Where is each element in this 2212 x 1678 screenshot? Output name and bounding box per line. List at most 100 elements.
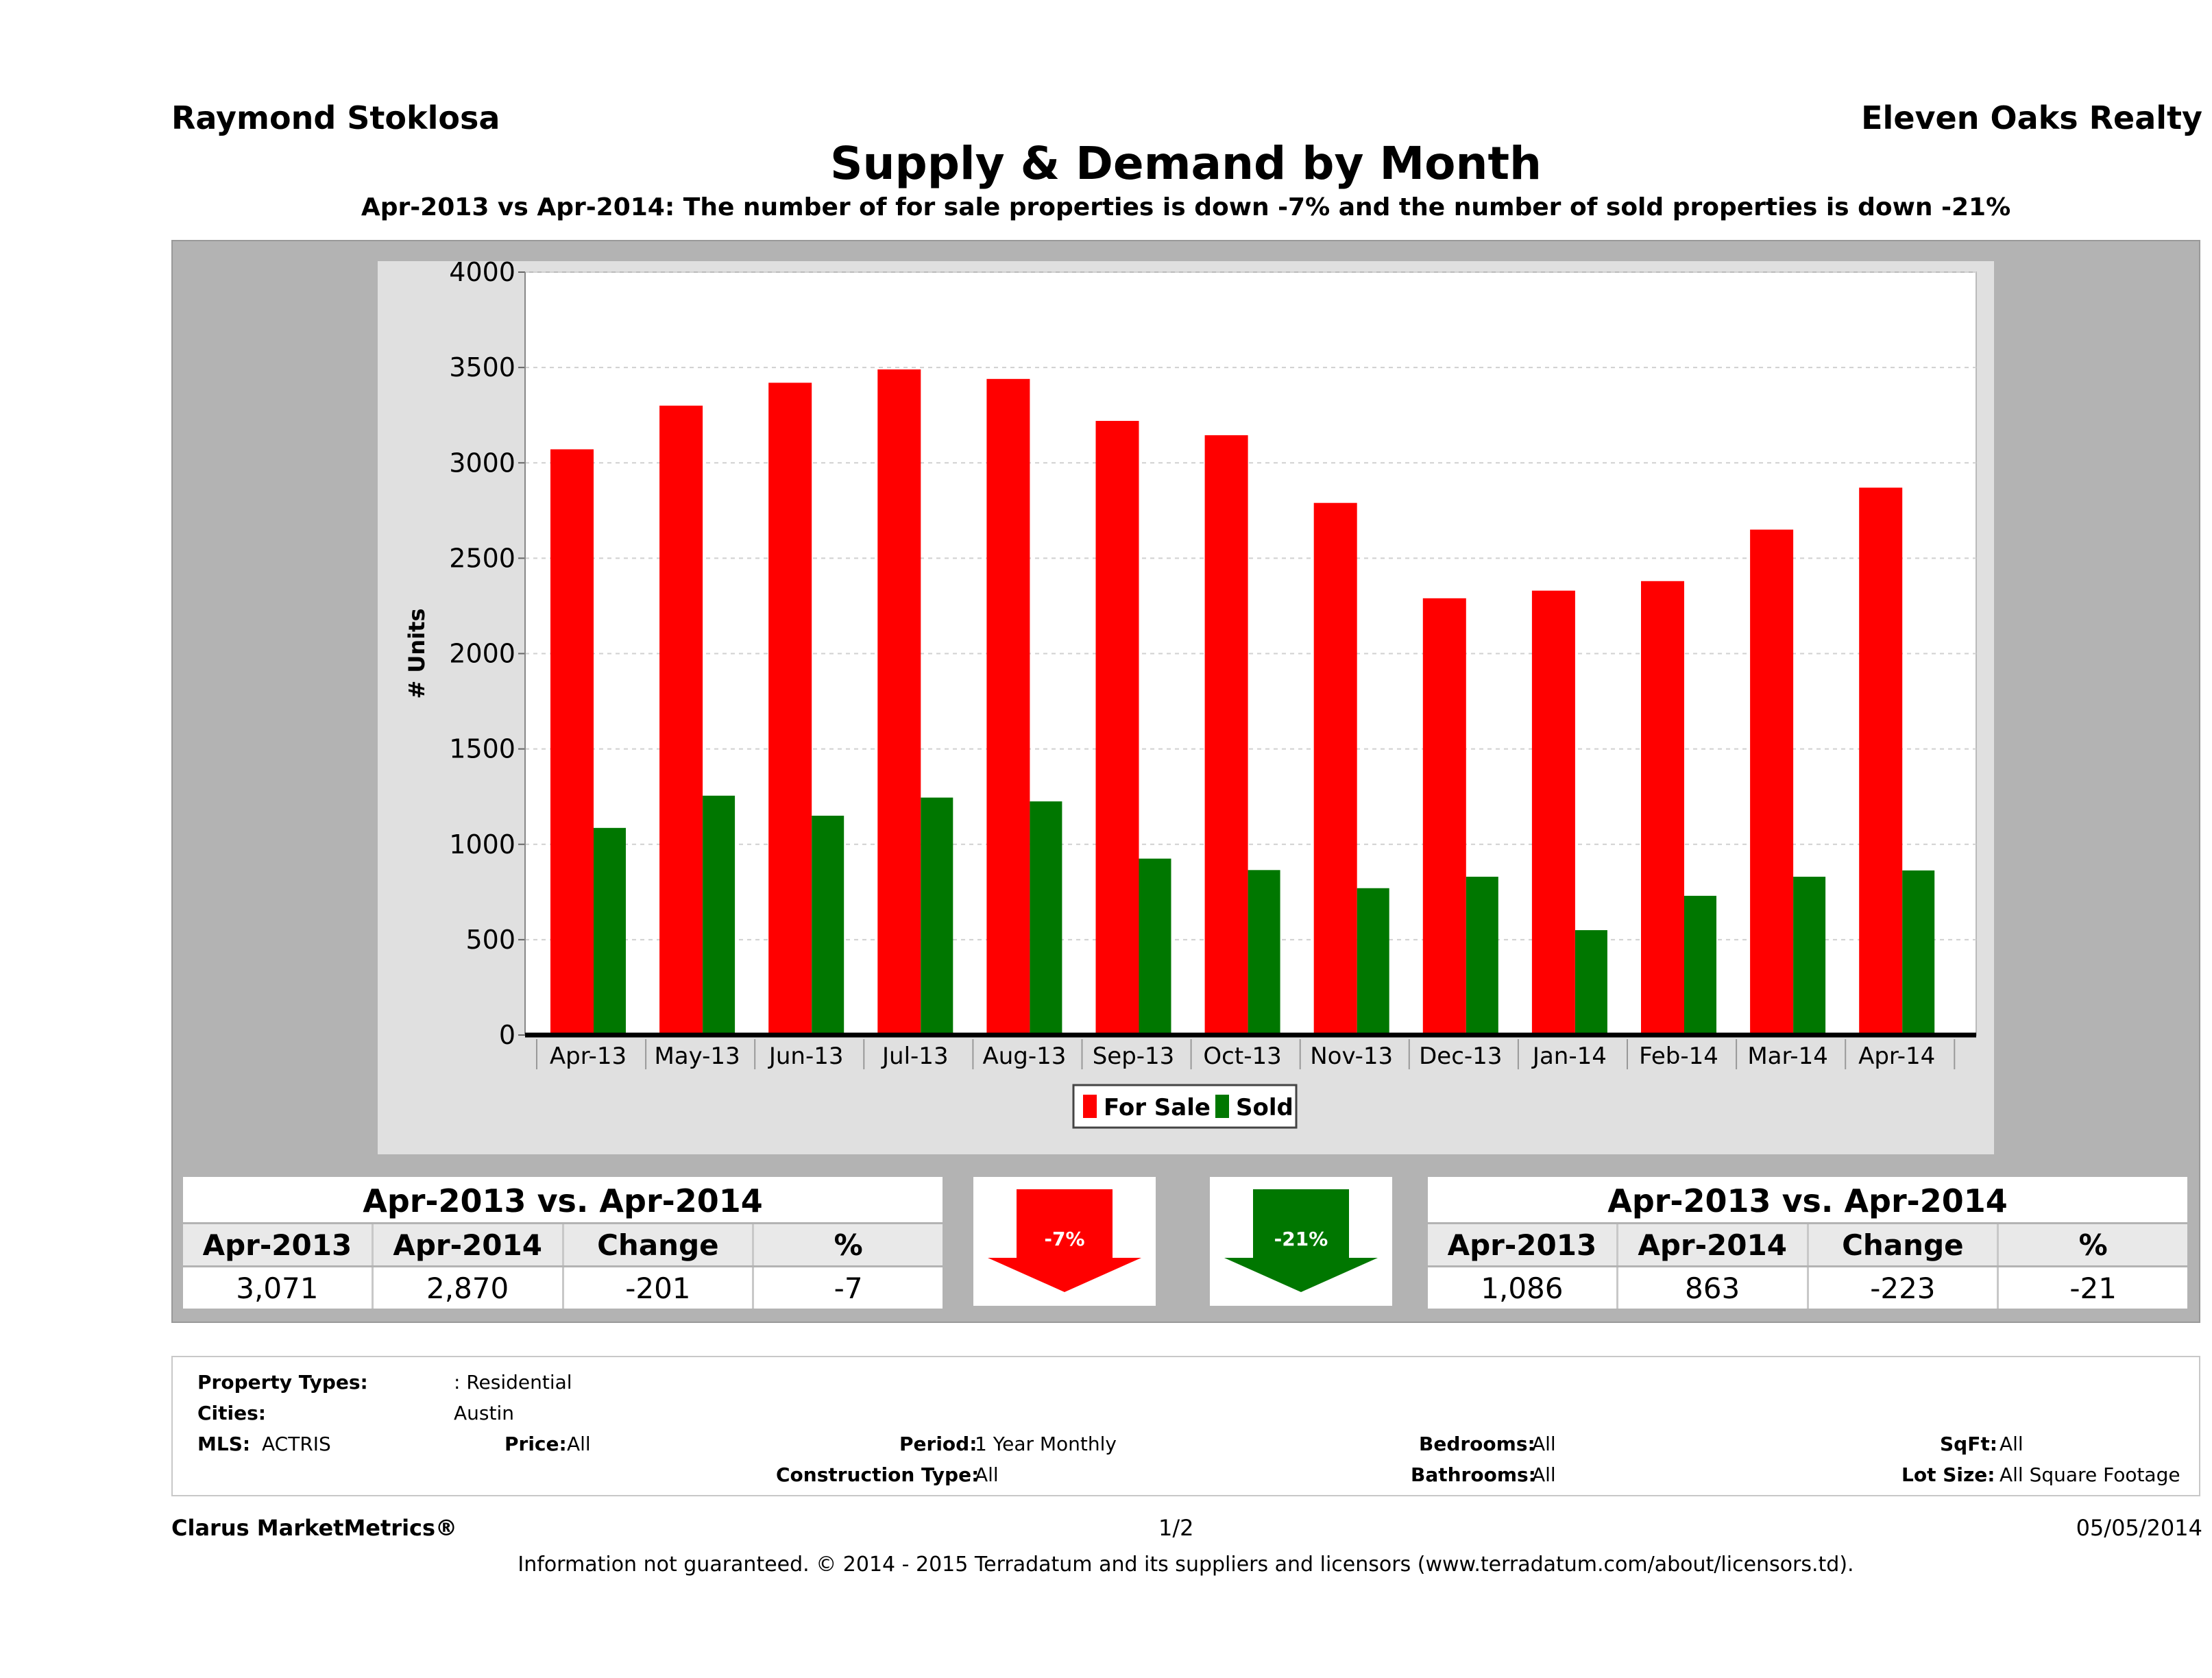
y-tick-label: 1500 [449,734,515,764]
for-sale-col-header: Change [564,1224,755,1265]
product-name: Clarus MarketMetrics® [171,1515,458,1541]
for-sale-stats-table: Apr-2013 vs. Apr-2014 Apr-2013 Apr-2014 … [183,1177,943,1309]
bathrooms-label: Bathrooms: [1411,1463,1536,1486]
sold-stats-table: Apr-2013 vs. Apr-2014 Apr-2013 Apr-2014 … [1428,1177,2187,1309]
price-label: Price: [505,1433,567,1455]
bathrooms-value: All [1532,1463,1556,1486]
bar-for-sale [1204,435,1248,1035]
brokerage-name: Eleven Oaks Realty [1861,99,2202,136]
x-tick-label: Apr-13 [550,1043,627,1070]
x-tick-label: Aug-13 [982,1043,1066,1070]
x-tick-label: May-13 [654,1043,740,1070]
report-date: 05/05/2014 [2076,1515,2202,1541]
bar-sold [1357,888,1389,1035]
sold-arrow-box: -21% [1210,1177,1392,1306]
for-sale-col-header: % [834,1228,863,1262]
bar-sold [812,816,844,1035]
bar-chart: 0 500 1000 1500 2000 2500 3000 3500 4000 # Units A… [404,257,1977,1129]
for-sale-value: -201 [564,1267,755,1309]
legend-label: For Sale [1104,1094,1211,1121]
construction-type-label: Construction Type: [776,1463,980,1486]
sold-value: -223 [1809,1267,2000,1309]
chart-title: Supply & Demand by Month [829,137,1542,190]
sold-col-header: % [2078,1228,2108,1262]
x-tick-label: Nov-13 [1310,1043,1393,1070]
sold-value: 1,086 [1428,1267,1618,1309]
bar-sold [703,795,736,1035]
sold-stats-heading: Apr-2013 vs. Apr-2014 [1428,1177,2187,1224]
y-tick-label: 4000 [449,261,515,287]
y-tick-label: 3500 [449,352,515,382]
bar-for-sale [1422,598,1466,1035]
bedrooms-label: Bedrooms: [1419,1433,1535,1455]
legend-label: Sold [1236,1094,1293,1121]
bedrooms-value: All [1532,1433,1556,1455]
property-types-value: : Residential [454,1371,572,1394]
bar-sold [1248,870,1280,1035]
bar-for-sale [1313,502,1357,1035]
bar-for-sale [659,405,703,1035]
mls-label: MLS: [197,1433,251,1455]
legend-box [1072,1084,1298,1129]
sold-col-header: Apr-2013 [1428,1224,1618,1265]
for-sale-arrow-box: -7% [973,1177,1156,1306]
for-sale-col-header: Apr-2014 [374,1224,564,1265]
y-axis-label: # Units [404,608,430,698]
sold-value: 863 [1618,1267,1809,1309]
bar-for-sale [550,449,594,1035]
sqft-label: SqFt: [1940,1433,1997,1455]
for-sale-arrow-label: -7% [1044,1228,1084,1250]
x-tick-label: Feb-14 [1639,1043,1718,1070]
bar-sold [1684,895,1716,1035]
sqft-value: All [2000,1433,2023,1455]
y-tick-label: 2500 [449,543,515,573]
bar-for-sale [1641,581,1684,1035]
legend-swatch [1083,1095,1097,1118]
bar-sold [1139,858,1171,1035]
bar-sold [1902,870,1935,1035]
for-sale-value: 2,870 [374,1267,564,1309]
sold-arrow-label: -21% [1274,1228,1328,1250]
y-tick-label: 1000 [449,829,515,860]
x-tick-label: Dec-13 [1419,1043,1502,1070]
bar-sold [594,827,626,1035]
x-tick-label: Sep-13 [1093,1043,1175,1070]
bar-for-sale [768,382,812,1035]
bar-sold [1575,929,1607,1035]
chart-subtitle: Apr-2013 vs Apr-2014: The number of for … [361,193,2011,221]
bar-for-sale [1095,421,1139,1035]
x-tick-label: Jun-13 [768,1043,844,1070]
for-sale-stats-heading: Apr-2013 vs. Apr-2014 [183,1177,943,1224]
sold-col-header: Change [1809,1224,2000,1265]
y-tick-label: 500 [465,925,515,955]
lot-size-label: Lot Size: [1901,1463,1995,1486]
bar-for-sale [1859,487,1903,1035]
period-label: Period: [899,1433,977,1455]
cities-label: Cities: [197,1402,266,1424]
disclaimer: Information not guaranteed. © 2014 - 201… [518,1553,1854,1577]
bar-sold [921,797,953,1035]
x-tick-label: Mar-14 [1747,1043,1828,1070]
bar-for-sale [986,378,1030,1035]
down-arrow-icon [988,1189,1141,1292]
bar-sold [1793,877,1826,1035]
bar-for-sale [1750,529,1794,1035]
bar-sold [1030,801,1062,1035]
page-number: 1/2 [1158,1515,1194,1541]
bar-sold [1466,877,1498,1035]
bar-for-sale [877,369,921,1035]
for-sale-value: 3,071 [183,1267,374,1309]
legend-swatch [1215,1095,1229,1118]
chart-area: 0 500 1000 1500 2000 2500 3000 3500 4000 # Units A… [378,257,1994,1154]
x-tick-label: Jul-13 [881,1043,949,1070]
property-types-label: Property Types: [197,1371,368,1394]
y-tick-label: 0 [499,1020,515,1050]
period-value: 1 Year Monthly [975,1433,1117,1455]
x-tick-label: Oct-13 [1203,1043,1281,1070]
for-sale-value: -7 [834,1272,863,1305]
down-arrow-icon [1224,1189,1378,1292]
lot-size-value: All Square Footage [2000,1463,2180,1486]
bar-for-sale [1531,590,1575,1035]
price-value: All [567,1433,591,1455]
sold-value: -21 [2069,1272,2117,1305]
